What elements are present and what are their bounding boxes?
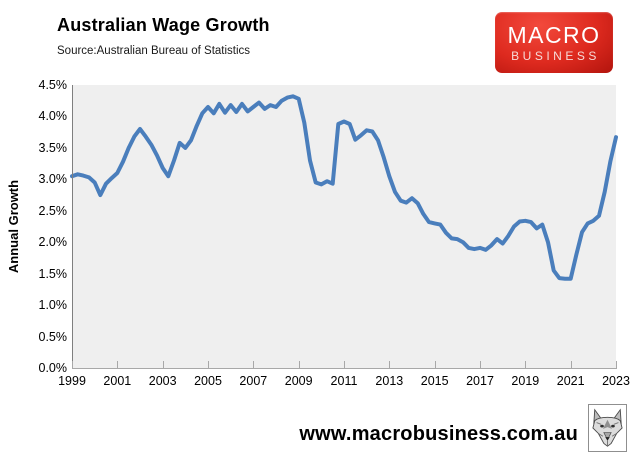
x-tick-mark [344, 361, 345, 369]
wolf-logo [588, 404, 627, 452]
logo-text-macro: MACRO [507, 21, 601, 48]
x-tick-label: 2023 [602, 374, 630, 388]
x-tick-label: 2005 [194, 374, 222, 388]
y-tick-label: 4.0% [38, 109, 68, 124]
y-tick-label: 2.5% [38, 203, 68, 218]
macrobusiness-logo: MACRO BUSINESS [495, 12, 613, 73]
x-tick-label: 2015 [420, 374, 449, 388]
x-tick-label: 2011 [330, 374, 358, 388]
y-tick-label: 0.5% [38, 329, 68, 344]
website-url: www.macrobusiness.com.au [299, 423, 578, 445]
wolf-icon [592, 408, 623, 447]
x-tick-label: 2013 [375, 374, 404, 388]
chart-source: Source:Australian Bureau of Statistics [57, 45, 251, 57]
x-tick-label: 2009 [284, 374, 313, 388]
x-tick-label: 1999 [58, 374, 86, 388]
x-tick-label: 2019 [511, 374, 540, 388]
x-tick-mark [434, 361, 436, 369]
x-tick-label: 2001 [103, 374, 132, 388]
x-tick-mark [208, 361, 209, 369]
y-tick-label: 3.5% [38, 140, 68, 155]
x-tick-mark [117, 361, 119, 369]
y-axis-title-text: Annual Growth [6, 179, 22, 274]
y-tick-label: 2.0% [38, 235, 68, 250]
x-tick-mark [253, 361, 255, 369]
y-tick-label: 3.0% [38, 172, 68, 187]
x-tick-mark [616, 361, 617, 369]
x-tick-mark [298, 361, 300, 369]
chart-title: Australian Wage Growth [57, 15, 270, 35]
x-tick-label: 2017 [466, 374, 494, 388]
y-axis-title: Annual Growth [2, 85, 26, 368]
x-tick-mark [389, 361, 391, 369]
y-axis-line [72, 85, 73, 369]
logo-text-business: BUSINESS [511, 48, 600, 63]
plot-area [70, 85, 618, 368]
x-tick-label: 2021 [556, 374, 585, 388]
y-tick-label: 1.5% [38, 266, 68, 281]
x-tick-mark [480, 361, 481, 369]
wage-growth-line-chart [70, 94, 618, 281]
y-tick-label: 0.0% [38, 361, 68, 375]
y-tick-label: 4.5% [38, 78, 68, 92]
y-tick-label: 1.0% [38, 298, 68, 313]
x-tick-label: 2007 [239, 374, 268, 388]
wage-growth-series-line [70, 94, 618, 281]
x-tick-mark [162, 361, 164, 369]
x-tick-mark [570, 361, 572, 369]
x-tick-mark [525, 361, 527, 369]
x-tick-mark [72, 361, 73, 369]
x-tick-label: 2003 [148, 374, 177, 388]
